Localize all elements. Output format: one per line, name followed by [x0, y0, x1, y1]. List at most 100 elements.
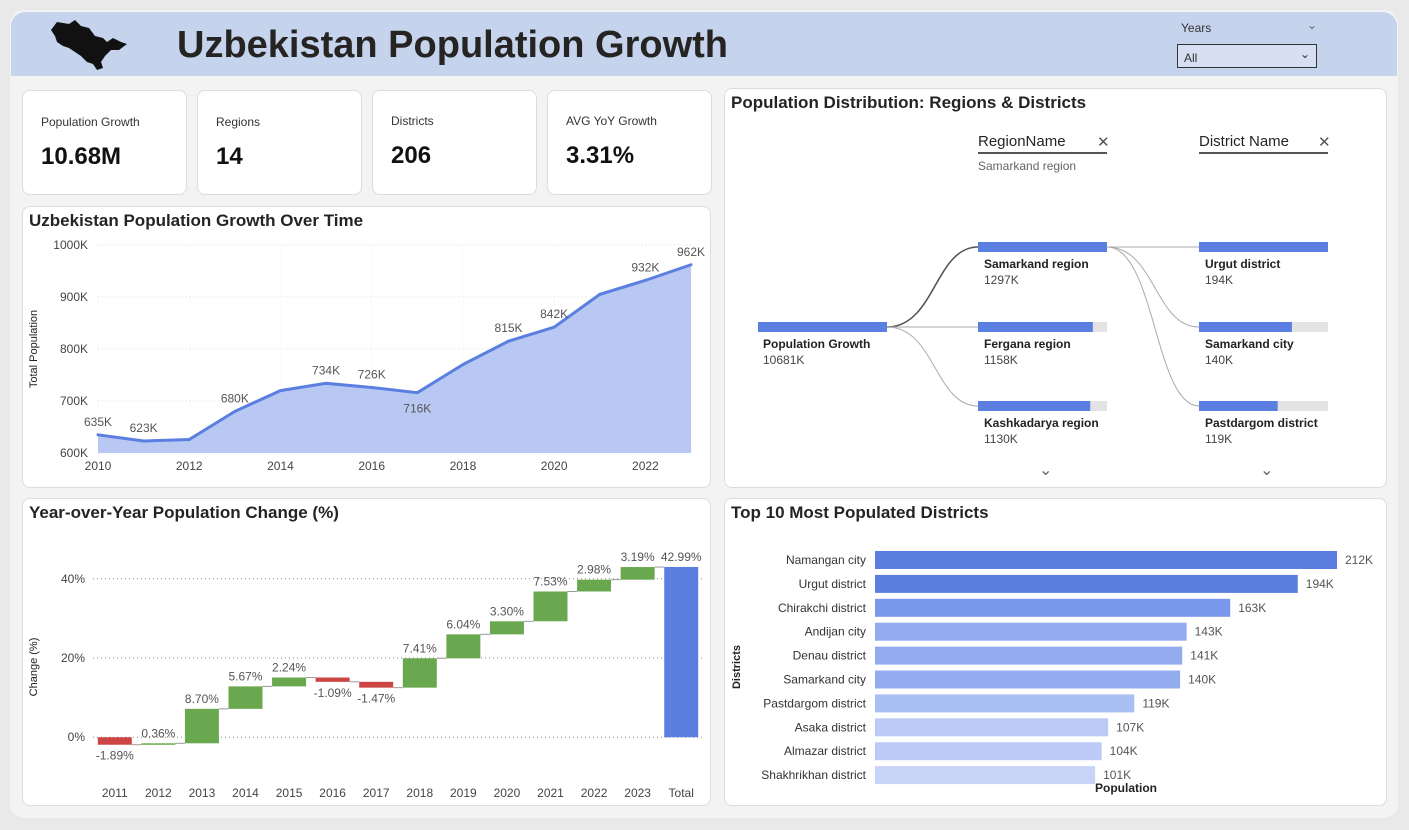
data-label: 107K [1116, 720, 1144, 734]
data-point[interactable] [415, 391, 419, 395]
x-tick-label: 2017 [363, 786, 390, 800]
district-bar[interactable] [875, 670, 1181, 689]
waterfall-bar[interactable] [620, 567, 655, 580]
node-bar [978, 401, 1091, 411]
data-point[interactable] [142, 439, 146, 443]
node-name: Pastdargom district [1205, 416, 1318, 430]
district-bar[interactable] [875, 766, 1096, 785]
data-label: 119K [1142, 696, 1169, 710]
waterfall-bar[interactable] [184, 708, 219, 744]
tree-node[interactable]: Samarkand city 140K [1199, 322, 1328, 367]
waterfall-bar[interactable] [228, 686, 263, 709]
years-slicer-dropdown[interactable]: All ⌄ [1177, 44, 1317, 68]
x-tick-label: 2016 [358, 459, 385, 473]
waterfall-bar[interactable] [489, 621, 524, 635]
tree-node[interactable]: Pastdargom district 119K [1199, 401, 1328, 446]
data-label: 140K [1188, 673, 1216, 687]
district-bar[interactable] [875, 622, 1187, 641]
tree-node[interactable]: Urgut district 194K [1199, 242, 1328, 287]
data-point[interactable] [233, 409, 237, 413]
data-label: 0.36% [141, 726, 175, 740]
node-value: 10681K [763, 353, 804, 367]
data-label: 8.70% [185, 692, 219, 706]
x-tick-label: 2014 [232, 786, 259, 800]
data-label: 815K [495, 321, 523, 335]
district-bar[interactable] [875, 551, 1337, 569]
remove-district-level-icon[interactable]: ✕ [1318, 134, 1331, 151]
waterfall-bar[interactable] [446, 634, 481, 659]
waterfall-bar[interactable] [577, 579, 612, 592]
kpi-card-regions: Regions 14 [197, 90, 362, 195]
x-tick-label: 2018 [406, 786, 433, 800]
waterfall-bar[interactable] [359, 681, 394, 688]
data-label: -1.89% [96, 749, 134, 763]
top-districts-visual[interactable]: Top 10 Most Populated Districts Namangan… [724, 498, 1387, 806]
x-tick-label: 2018 [450, 459, 477, 473]
dashboard-title: Uzbekistan Population Growth [177, 24, 729, 66]
y-tick-label: 1000K [53, 238, 88, 252]
waterfall-bar[interactable] [402, 658, 437, 688]
tree-node[interactable]: Samarkand region 1297K [978, 242, 1107, 287]
data-point[interactable] [552, 325, 556, 329]
waterfall-bar[interactable] [272, 677, 307, 687]
data-label: 680K [221, 391, 249, 405]
waterfall-bar[interactable] [141, 743, 176, 745]
waterfall-bar[interactable] [533, 591, 568, 622]
expand-districts-chevron-icon[interactable]: ⌄ [1260, 462, 1273, 479]
tree-node[interactable]: Kashkadarya region 1130K [978, 401, 1107, 446]
data-point[interactable] [278, 389, 282, 393]
data-label: 3.30% [490, 604, 524, 618]
district-bar[interactable] [875, 646, 1183, 665]
x-tick-label: 2010 [85, 459, 112, 473]
data-label: 2.98% [577, 563, 611, 577]
district-bar[interactable] [875, 598, 1231, 617]
x-tick-label: 2022 [632, 459, 659, 473]
data-label: 7.53% [533, 574, 567, 588]
data-point[interactable] [324, 381, 328, 385]
data-point[interactable] [643, 278, 647, 282]
x-tick-label: 2012 [145, 786, 172, 800]
decomposition-tree-visual[interactable]: Population Distribution: Regions & Distr… [724, 88, 1387, 488]
population-over-time-visual[interactable]: Uzbekistan Population Growth Over Time 6… [22, 206, 711, 488]
x-tick-label: 2022 [581, 786, 608, 800]
data-point[interactable] [370, 385, 374, 389]
y-tick-label: 0% [68, 730, 86, 744]
category-label: Asaka district [795, 720, 867, 734]
expand-regions-chevron-icon[interactable]: ⌄ [1039, 462, 1052, 479]
kpi-label: Regions [216, 115, 261, 129]
slicer-collapse-icon[interactable]: ⌄ [1307, 18, 1318, 32]
y-axis-title: Districts [731, 645, 743, 689]
visual-title: Uzbekistan Population Growth Over Time [29, 211, 364, 230]
node-name: Kashkadarya region [984, 416, 1099, 430]
x-tick-label: 2014 [267, 459, 294, 473]
y-axis-title: Total Population [28, 310, 40, 388]
waterfall-bar[interactable] [97, 737, 132, 745]
data-point[interactable] [187, 437, 191, 441]
data-label: 141K [1190, 649, 1218, 663]
remove-region-level-icon[interactable]: ✕ [1097, 134, 1110, 151]
waterfall-bar[interactable] [315, 677, 350, 682]
data-point[interactable] [96, 433, 100, 437]
data-point[interactable] [598, 292, 602, 296]
district-bar[interactable] [875, 574, 1298, 593]
data-label: 2.24% [272, 661, 306, 675]
data-label: -1.09% [314, 686, 352, 700]
data-point[interactable] [461, 363, 465, 367]
waterfall-bar[interactable] [664, 566, 699, 738]
visual-title: Year-over-Year Population Change (%) [29, 503, 339, 522]
waterfall-chart: 0% 20% 40% -1.89% 2011 0.36% 2012 8.70% 2013 5.67… [28, 550, 703, 800]
yoy-change-visual[interactable]: Year-over-Year Population Change (%) 0% 2… [22, 498, 711, 806]
district-bar[interactable] [875, 694, 1135, 713]
tree-node-root[interactable]: Population Growth 10681K [758, 322, 887, 367]
data-point[interactable] [689, 263, 693, 267]
y-tick-label: 600K [60, 446, 88, 460]
district-bar[interactable] [875, 742, 1102, 761]
x-tick-label: 2020 [494, 786, 521, 800]
district-bar[interactable] [875, 718, 1109, 737]
tree-node[interactable]: Fergana region 1158K [978, 322, 1107, 367]
node-name: Population Growth [763, 337, 870, 351]
x-tick-label: 2015 [276, 786, 303, 800]
region-filter-value: Samarkand region [978, 159, 1076, 173]
kpi-card-population-growth: Population Growth 10.68M [22, 90, 187, 195]
data-point[interactable] [507, 339, 511, 343]
